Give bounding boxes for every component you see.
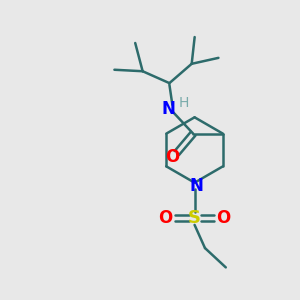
Text: O: O xyxy=(158,209,172,227)
Text: N: N xyxy=(189,177,203,195)
Text: S: S xyxy=(188,209,201,227)
Text: O: O xyxy=(217,209,231,227)
Text: H: H xyxy=(178,96,189,110)
Text: O: O xyxy=(165,148,179,166)
Text: N: N xyxy=(162,100,176,118)
